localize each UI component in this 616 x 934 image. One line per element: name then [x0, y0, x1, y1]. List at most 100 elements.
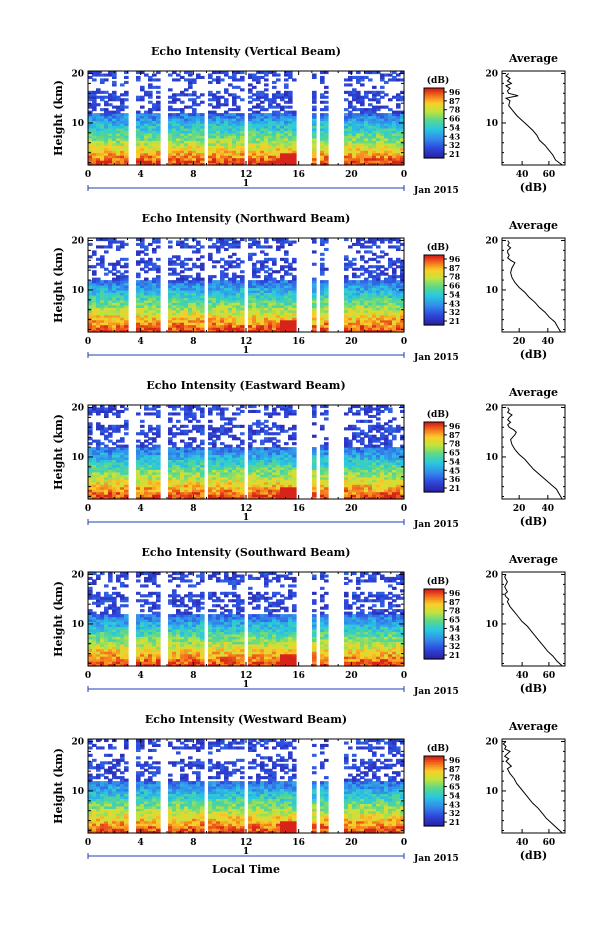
heatmap-cell — [168, 241, 173, 244]
heatmap-cell — [200, 255, 205, 258]
heatmap-cell — [396, 265, 401, 268]
heatmap-cell — [112, 425, 117, 428]
heatmap-cell — [148, 408, 153, 411]
heatmap-cell — [200, 93, 205, 96]
heatmap-cell — [96, 245, 101, 248]
heatmap-cell — [376, 273, 381, 276]
heatmap-cell — [116, 275, 121, 278]
heatmap-cell — [152, 278, 157, 281]
heatmap-cell — [368, 103, 373, 106]
average-title: Average — [508, 219, 558, 232]
heatmap-cell — [228, 93, 233, 96]
heatmap-cell — [288, 280, 293, 283]
heatmap-cell — [352, 258, 357, 261]
heatmap-cell — [104, 408, 109, 411]
heatmap-cell — [192, 108, 197, 111]
heatmap-cell — [228, 243, 233, 246]
heatmap-cell — [272, 258, 277, 261]
heatmap-cell — [152, 263, 157, 266]
heatmap-cell — [168, 412, 173, 415]
heatmap-cell — [184, 88, 189, 91]
heatmap-cell — [148, 243, 153, 246]
heatmap-cell — [100, 425, 105, 428]
heatmap-cell — [144, 445, 149, 448]
x-tick-label: 16 — [292, 170, 305, 180]
heatmap-cell — [376, 91, 381, 94]
heatmap-cell — [264, 258, 269, 261]
heatmap — [88, 71, 405, 166]
heatmap-cell — [360, 108, 365, 111]
heatmap-cell — [168, 268, 173, 271]
heatmap-cell — [180, 270, 185, 273]
heatmap-cell — [372, 275, 377, 278]
heatmap-cell — [284, 258, 289, 261]
heatmap-cell — [172, 255, 177, 258]
month-label: Jan 2015 — [413, 353, 459, 363]
heatmap-cell — [112, 91, 117, 94]
heatmap-cell — [224, 280, 229, 283]
heatmap-cell — [224, 408, 229, 411]
heatmap-cell — [256, 111, 261, 114]
heatmap-cell — [256, 103, 261, 106]
x-tick-label: 4 — [138, 170, 144, 180]
heatmap-cell — [284, 111, 289, 114]
heatmap-cell — [292, 258, 297, 261]
heatmap-cell — [348, 101, 353, 104]
heatmap-cell — [188, 98, 193, 101]
heatmap-cell — [264, 78, 269, 81]
heatmap-cell — [92, 250, 97, 253]
heatmap-cell — [152, 437, 157, 440]
panel-title: Echo Intensity (Northward Beam) — [142, 212, 351, 225]
heatmap-cell — [236, 86, 241, 89]
heatmap-cell — [100, 91, 105, 94]
heatmap-cell — [252, 111, 257, 114]
heatmap-cell — [384, 113, 389, 116]
day-label: 1 — [243, 346, 249, 356]
heatmap-cell — [284, 91, 289, 94]
heatmap-cell — [396, 103, 401, 106]
average-title: Average — [508, 52, 558, 65]
heatmap-cell — [192, 91, 197, 94]
heatmap-cell — [148, 442, 153, 445]
x-tick-label: 0 — [85, 170, 91, 180]
heatmap-cell — [236, 412, 241, 415]
heatmap-cell — [148, 425, 153, 428]
heatmap-cell — [140, 420, 145, 423]
heatmap-cell — [392, 260, 397, 263]
heatmap-cell — [344, 275, 349, 278]
average-y-tick-label: 10 — [485, 286, 498, 296]
heatmap-cell — [344, 78, 349, 81]
heatmap-cell — [184, 425, 189, 428]
heatmap-cell — [232, 425, 237, 428]
heatmap-cell — [232, 108, 237, 111]
heatmap-cell — [248, 74, 253, 77]
heatmap-cell — [156, 425, 161, 428]
heatmap-cell — [256, 275, 261, 278]
heatmap-cell — [312, 113, 317, 116]
colorbar-tick-label: 21 — [449, 316, 460, 326]
heatmap-cell — [348, 91, 353, 94]
month-label: Jan 2015 — [413, 186, 459, 196]
heatmap-cell — [344, 263, 349, 266]
heatmap-cell — [376, 260, 381, 263]
heatmap-cell — [192, 425, 197, 428]
heatmap-cell — [208, 425, 213, 428]
heatmap-cell — [212, 440, 217, 443]
heatmap-cell — [120, 410, 125, 413]
heatmap-cell — [88, 447, 93, 450]
heatmap-cell — [88, 76, 93, 79]
heatmap-cell — [172, 280, 177, 283]
heatmap-cell — [124, 91, 129, 94]
heatmap-cell — [184, 268, 189, 271]
heatmap-cell — [228, 435, 233, 438]
colorbar-tick-label: 21 — [449, 149, 460, 159]
heatmap-cell — [344, 255, 349, 258]
heatmap-cell — [200, 245, 205, 248]
average-x-label: (dB) — [520, 348, 547, 361]
heatmap-cell — [324, 106, 329, 109]
heatmap-cell — [224, 417, 229, 420]
heatmap-cell — [136, 440, 141, 443]
heatmap-cell — [288, 263, 293, 266]
heatmap-cell — [152, 113, 157, 116]
